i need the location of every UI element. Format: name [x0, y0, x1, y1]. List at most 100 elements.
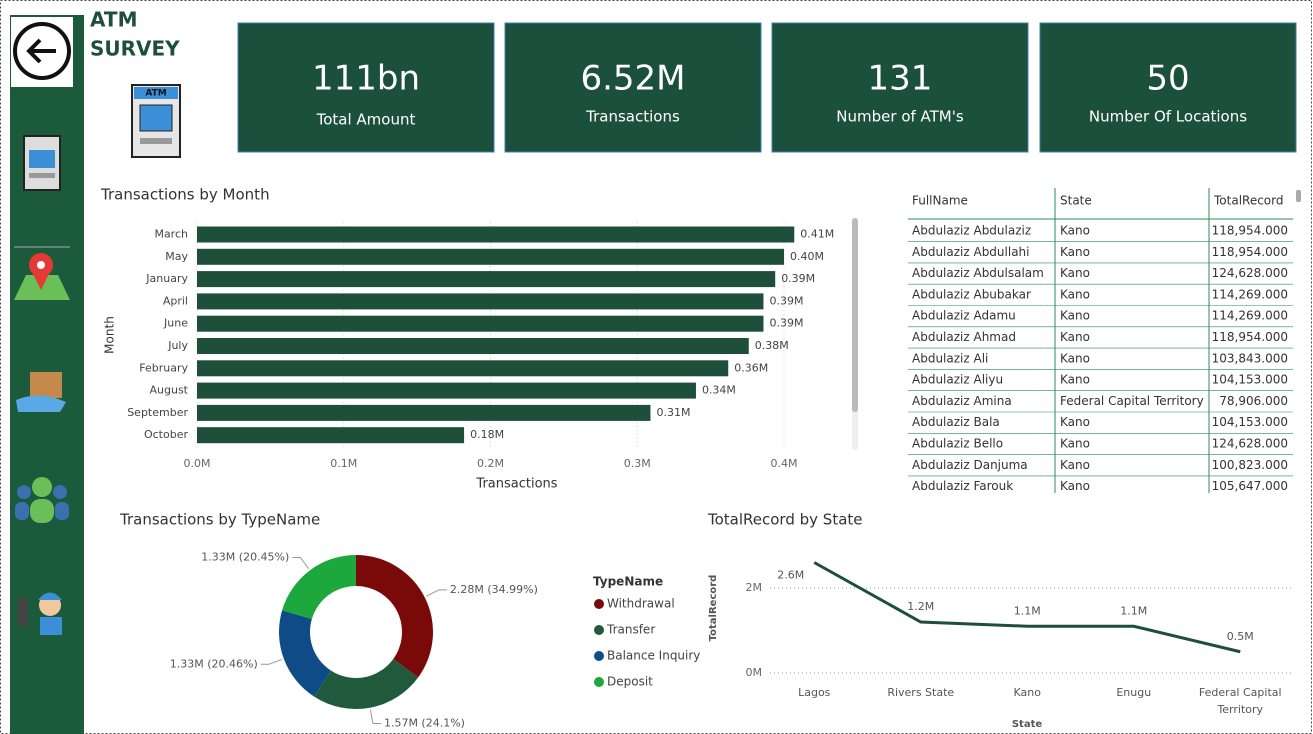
leader-line — [260, 658, 283, 665]
table-cell: 124,628.000 — [1212, 437, 1288, 451]
value-label: 0.39M — [769, 317, 803, 330]
table-header: State — [1060, 194, 1092, 208]
nav-service-icon[interactable] — [16, 372, 66, 412]
legend-marker — [594, 625, 604, 635]
value-label: 0.39M — [769, 294, 803, 307]
y-tick-label: January — [145, 272, 188, 285]
table-cell: 118,954.000 — [1212, 330, 1288, 344]
value-label: 0.31M — [656, 406, 690, 419]
kpi-value: 111bn — [312, 59, 420, 99]
leader-line — [426, 589, 447, 597]
kpi-card — [504, 22, 762, 153]
bar — [197, 248, 784, 265]
table-cell: Kano — [1060, 266, 1090, 280]
x-tick-label: Kano — [1014, 686, 1042, 699]
table: FullName State TotalRecord Abdulaziz Abdula… — [908, 188, 1293, 493]
table-cell: Kano — [1060, 224, 1090, 238]
atm-icon: ATM — [131, 84, 181, 158]
table-cell: Abdulaziz Abubakar — [912, 287, 1031, 301]
title-line: ATM — [90, 8, 137, 32]
x-tick-label: 0.1M — [330, 457, 357, 470]
kpi-value: 50 — [1146, 59, 1189, 99]
table-cell: 124,628.000 — [1212, 266, 1288, 280]
value-label: 1.33M (20.45%) — [201, 551, 289, 564]
table-cell: Abdulaziz Aliyu — [912, 373, 1003, 387]
table-cell: 105,647.000 — [1212, 479, 1288, 493]
donut-slice — [279, 610, 332, 697]
leader-line — [292, 557, 310, 570]
value-label: 1.1M — [1120, 604, 1147, 617]
legend-label: Balance Inquiry — [607, 649, 700, 663]
bar — [197, 315, 764, 332]
nav-map-icon[interactable] — [14, 253, 70, 300]
table-cell: Abdulaziz Abdulaziz — [912, 224, 1031, 238]
x-tick-label: 0.4M — [771, 457, 798, 470]
table-cell: 78,906.000 — [1219, 394, 1288, 408]
table-cell: Federal Capital Territory — [1060, 394, 1204, 408]
y-tick-label: May — [165, 250, 188, 263]
kpi-label: Number of ATM's — [836, 108, 964, 126]
nav-people-icon[interactable] — [15, 477, 69, 523]
back-button[interactable] — [11, 17, 73, 87]
table-cell: Abdulaziz Farouk — [912, 479, 1013, 493]
bar — [197, 293, 764, 310]
table-cell: Abdulaziz Adamu — [912, 309, 1016, 323]
bar — [197, 338, 749, 354]
y-tick-label: July — [167, 339, 188, 352]
table-cell: Abdulaziz Abdullahi — [912, 245, 1030, 259]
chart-title: Transactions by TypeName — [119, 511, 320, 529]
legend-marker — [594, 599, 604, 609]
legend-title: TypeName — [593, 575, 663, 589]
bar — [197, 382, 696, 399]
x-tick-label: Rivers State — [887, 686, 954, 699]
value-label: 1.1M — [1014, 604, 1041, 617]
y-tick-label: 2M — [746, 581, 763, 594]
table-cell: Kano — [1060, 287, 1090, 301]
table-cell: Kano — [1060, 245, 1090, 259]
table-scrollbar — [1296, 190, 1301, 202]
table-cell: Kano — [1060, 479, 1090, 493]
bar — [197, 427, 465, 444]
x-axis-label: Transactions — [475, 477, 557, 492]
value-label: 0.36M — [734, 361, 768, 374]
y-axis-label: TotalRecord — [708, 575, 719, 642]
value-label: 0.38M — [755, 339, 789, 352]
table-cell: Kano — [1060, 330, 1090, 344]
nav-worker-icon[interactable] — [18, 592, 62, 636]
y-tick-label: April — [163, 294, 188, 307]
table-cell: Kano — [1060, 415, 1090, 429]
bar — [197, 360, 729, 377]
table-cell: 114,269.000 — [1212, 309, 1288, 323]
x-tick-label: 0.2M — [477, 457, 504, 470]
kpi-label: Transactions — [585, 108, 680, 126]
y-tick-label: 0M — [746, 666, 763, 679]
table-cell: 118,954.000 — [1212, 245, 1288, 259]
table-cell: Abdulaziz Amina — [912, 394, 1012, 408]
table-cell: Kano — [1060, 351, 1090, 365]
y-tick-label: August — [150, 384, 189, 397]
legend-label: Withdrawal — [607, 597, 675, 611]
table-cell: Kano — [1060, 458, 1090, 472]
table-header: TotalRecord — [1213, 194, 1284, 208]
y-axis-label: Month — [103, 316, 117, 354]
table-cell: Abdulaziz Abdulsalam — [912, 266, 1044, 280]
donut-slice — [282, 555, 356, 619]
table-header: FullName — [912, 194, 968, 208]
table-cell: Abdulaziz Ali — [912, 351, 988, 365]
nav-atm-icon[interactable] — [23, 135, 61, 191]
table-cell: 118,954.000 — [1212, 224, 1288, 238]
table-cell: 104,153.000 — [1212, 415, 1288, 429]
table-cell: Abdulaziz Bala — [912, 415, 1000, 429]
atm-icon-text: ATM — [145, 89, 166, 99]
value-label: 0.40M — [790, 250, 824, 263]
table-cell: Kano — [1060, 373, 1090, 387]
y-tick-label: October — [144, 428, 188, 441]
value-label: 0.39M — [781, 272, 815, 285]
value-label: 2.6M — [777, 569, 804, 582]
legend-marker — [594, 677, 604, 687]
y-tick-label: February — [139, 361, 188, 374]
title-line: SURVEY — [90, 37, 180, 61]
kpi-value: 131 — [868, 59, 933, 99]
x-tick-label: Enugu — [1116, 686, 1151, 699]
